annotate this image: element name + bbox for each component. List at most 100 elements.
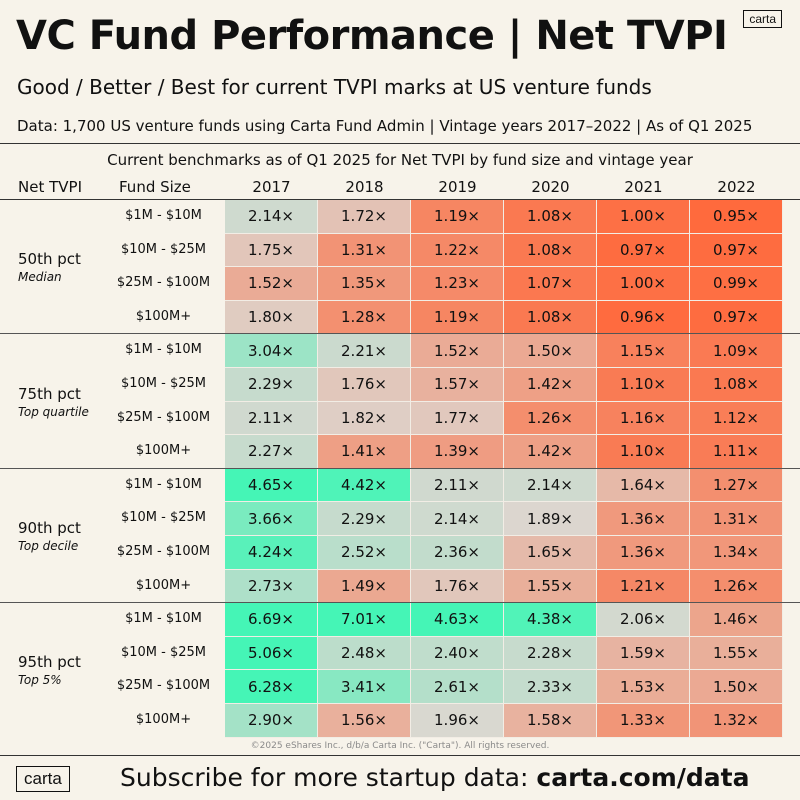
column-header-year: 2018 xyxy=(345,178,384,196)
section-divider xyxy=(0,333,800,335)
tvpi-cell: 1.27× xyxy=(690,468,783,503)
tvpi-cell: 2.73× xyxy=(225,569,318,604)
tvpi-cell: 1.08× xyxy=(504,200,597,234)
tvpi-cell: 1.28× xyxy=(318,300,411,335)
tvpi-cell: 2.90× xyxy=(225,704,318,738)
tvpi-cell: 1.33× xyxy=(597,704,690,738)
page-title: VC Fund Performance | Net TVPI xyxy=(16,13,728,59)
tvpi-cell: 1.15× xyxy=(597,334,690,368)
percentile-description: Median xyxy=(18,270,62,285)
fund-size-label: $25M - $100M xyxy=(116,275,211,291)
tvpi-cell: 1.59× xyxy=(597,636,690,671)
tvpi-cell: 1.64× xyxy=(597,468,690,503)
column-header-fund-size: Fund Size xyxy=(119,178,191,196)
tvpi-cell: 2.29× xyxy=(318,502,411,536)
tvpi-cell: 1.19× xyxy=(411,200,504,234)
tvpi-cell: 2.11× xyxy=(411,468,504,503)
tvpi-cell: 1.58× xyxy=(504,704,597,738)
tvpi-cell: 1.53× xyxy=(597,670,690,704)
tvpi-cell: 4.63× xyxy=(411,603,504,637)
tvpi-cell: 0.97× xyxy=(690,300,783,335)
tvpi-cell: 1.08× xyxy=(690,368,783,402)
tvpi-cell: 7.01× xyxy=(318,603,411,637)
tvpi-cell: 4.65× xyxy=(225,468,318,503)
tvpi-cell: 2.06× xyxy=(597,603,690,637)
tvpi-cell: 1.10× xyxy=(597,368,690,402)
tvpi-cell: 1.00× xyxy=(597,267,690,301)
percentile-label: 90th pct xyxy=(18,519,81,537)
tvpi-cell: 2.48× xyxy=(318,636,411,671)
fund-size-label: $1M - $10M xyxy=(125,611,202,627)
tvpi-cell: 2.21× xyxy=(318,334,411,368)
fund-size-label: $100M+ xyxy=(135,443,192,459)
tvpi-cell: 1.72× xyxy=(318,200,411,234)
tvpi-cell: 6.69× xyxy=(225,603,318,637)
tvpi-cell: 0.96× xyxy=(597,300,690,335)
percentile-description: Top quartile xyxy=(18,404,89,419)
tvpi-cell: 2.61× xyxy=(411,670,504,704)
tvpi-cell: 1.89× xyxy=(504,502,597,536)
tvpi-cell: 1.55× xyxy=(504,569,597,604)
percentile-label: 95th pct xyxy=(18,653,81,672)
tvpi-cell: 1.46× xyxy=(690,603,783,637)
tvpi-cell: 6.28× xyxy=(225,670,318,704)
fund-size-label: $1M - $10M xyxy=(125,476,202,492)
tvpi-cell: 4.42× xyxy=(318,468,411,503)
tvpi-cell: 1.52× xyxy=(225,267,318,301)
tvpi-cell: 1.10× xyxy=(597,435,690,469)
subscribe-link[interactable]: carta.com/data xyxy=(536,763,750,792)
tvpi-cell: 0.97× xyxy=(597,233,690,268)
column-header-year: 2019 xyxy=(438,178,477,196)
tvpi-cell: 2.29× xyxy=(225,368,318,402)
tvpi-cell: 1.52× xyxy=(411,334,504,368)
column-header-year: 2022 xyxy=(717,178,756,196)
tvpi-cell: 2.52× xyxy=(318,536,411,570)
tvpi-cell: 1.57× xyxy=(411,368,504,402)
tvpi-cell: 1.21× xyxy=(597,569,690,604)
percentile-description: Top decile xyxy=(18,539,79,553)
header-divider xyxy=(0,199,800,200)
tvpi-cell: 1.75× xyxy=(225,233,318,268)
tvpi-cell: 1.22× xyxy=(411,233,504,268)
tvpi-cell: 1.07× xyxy=(504,267,597,301)
tvpi-cell: 1.41× xyxy=(318,435,411,469)
top-divider xyxy=(0,143,800,144)
tvpi-cell: 1.42× xyxy=(504,435,597,469)
tvpi-cell: 1.77× xyxy=(411,401,504,436)
percentile-label: 75th pct xyxy=(18,384,81,403)
fund-size-label: $10M - $25M xyxy=(120,510,206,526)
subscribe-banner: Subscribe for more startup data: carta.c… xyxy=(120,762,749,794)
tvpi-cell: 2.36× xyxy=(411,536,504,570)
chart-title: Current benchmarks as of Q1 2025 for Net… xyxy=(107,151,693,169)
tvpi-cell: 1.31× xyxy=(690,502,783,536)
tvpi-cell: 0.99× xyxy=(690,267,783,301)
tvpi-cell: 1.32× xyxy=(690,704,783,738)
tvpi-cell: 2.14× xyxy=(411,502,504,536)
tvpi-cell: 1.76× xyxy=(318,368,411,402)
fund-size-label: $100M+ xyxy=(135,577,192,593)
tvpi-cell: 2.14× xyxy=(504,468,597,503)
fund-size-label: $10M - $25M xyxy=(120,376,206,391)
fund-size-label: $25M - $100M xyxy=(116,409,211,425)
fund-size-label: $1M - $10M xyxy=(125,342,202,358)
tvpi-cell: 2.40× xyxy=(411,636,504,671)
tvpi-cell: 0.95× xyxy=(690,200,783,234)
carta-logo-bottom: carta xyxy=(16,766,70,792)
fund-size-label: $25M - $100M xyxy=(116,544,211,559)
tvpi-cell: 1.12× xyxy=(690,401,783,436)
tvpi-cell: 1.26× xyxy=(690,569,783,604)
section-divider xyxy=(0,467,800,469)
tvpi-cell: 1.82× xyxy=(318,401,411,436)
carta-logo-top: carta xyxy=(743,10,782,28)
column-header-net-tvpi: Net TVPI xyxy=(18,178,82,196)
fund-size-label: $10M - $25M xyxy=(120,241,206,257)
subscribe-text: Subscribe for more startup data: xyxy=(120,763,537,792)
tvpi-cell: 1.39× xyxy=(411,435,504,469)
column-header-year: 2020 xyxy=(531,178,570,196)
fund-size-label: $10M - $25M xyxy=(120,644,206,660)
tvpi-cell: 1.55× xyxy=(690,636,783,671)
page-subtitle: Good / Better / Best for current TVPI ma… xyxy=(17,75,652,99)
tvpi-cell: 1.36× xyxy=(597,536,690,570)
tvpi-cell: 1.50× xyxy=(504,334,597,368)
tvpi-cell: 0.97× xyxy=(690,233,783,268)
